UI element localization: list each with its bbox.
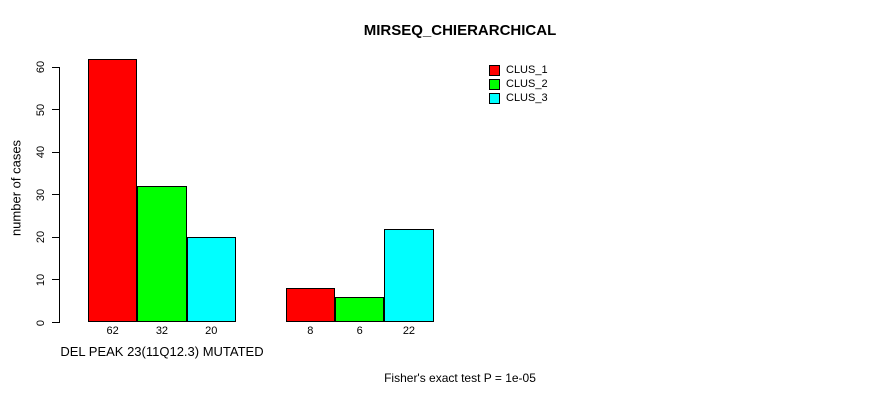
bar-value-label: 8 xyxy=(307,325,314,337)
legend-swatch-icon xyxy=(489,64,500,76)
bar-clus_3-group1 xyxy=(186,237,236,323)
legend-label: CLUS_3 xyxy=(506,92,548,104)
y-tick-label: 30 xyxy=(35,188,47,201)
bar-clus_1-group2 xyxy=(285,288,335,323)
y-tick-mark xyxy=(52,151,59,153)
bar-clus_2-group2 xyxy=(335,296,385,323)
bar-clus_2-group1 xyxy=(137,186,187,323)
y-tick-label: 50 xyxy=(35,103,47,116)
legend-item-clus_3: CLUS_3 xyxy=(489,91,548,105)
y-tick-mark xyxy=(52,236,59,238)
y-tick-mark xyxy=(52,66,59,68)
y-axis-title: number of cases xyxy=(8,139,24,237)
y-tick-mark xyxy=(52,194,59,196)
pvalue-annotation: Fisher's exact test P = 1e-05 xyxy=(384,371,536,385)
bar-value-label: 6 xyxy=(356,325,363,337)
legend-item-clus_2: CLUS_2 xyxy=(489,77,548,91)
legend-swatch-icon xyxy=(489,92,500,104)
y-tick-label: 40 xyxy=(35,146,47,159)
bar-value-label: 32 xyxy=(155,325,169,337)
bar-value-label: 20 xyxy=(205,325,218,337)
legend-swatch-icon xyxy=(489,78,500,90)
y-tick-label: 20 xyxy=(35,231,47,244)
x-axis-title: DEL PEAK 23(11Q12.3) MUTATED xyxy=(60,344,264,359)
legend-label: CLUS_2 xyxy=(506,78,548,90)
y-tick-mark xyxy=(52,109,59,111)
chart-title: MIRSEQ_CHIERARCHICAL xyxy=(363,22,557,39)
legend-item-clus_1: CLUS_1 xyxy=(489,63,548,77)
y-tick-label: 10 xyxy=(35,273,47,287)
y-tick-mark xyxy=(52,279,59,281)
y-tick-mark xyxy=(52,322,59,323)
bar-clus_1-group1 xyxy=(88,58,138,323)
bar-value-label: 62 xyxy=(106,325,119,337)
bar-value-label: 22 xyxy=(402,325,416,337)
legend-label: CLUS_1 xyxy=(506,64,548,76)
bar-clus_3-group2 xyxy=(384,228,434,323)
legend: CLUS_1 CLUS_2 CLUS_3 xyxy=(489,63,548,105)
y-axis-line xyxy=(59,67,60,323)
y-tick-label: 0 xyxy=(35,319,47,326)
y-tick-label: 60 xyxy=(35,60,47,74)
